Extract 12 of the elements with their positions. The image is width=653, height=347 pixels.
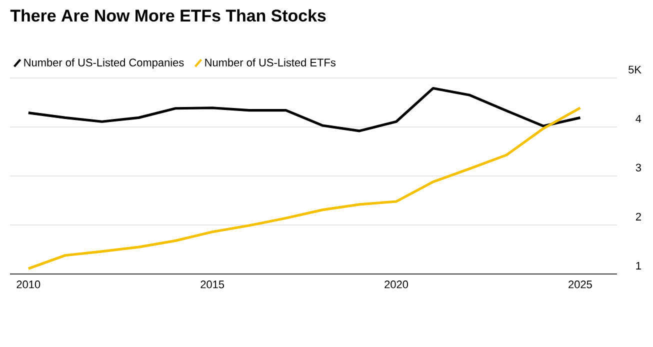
legend-label: Number of US-Listed Companies [24, 58, 184, 69]
x-tick-label: 2025 [568, 280, 592, 288]
chart-title: There Are Now More ETFs Than Stocks [10, 9, 326, 22]
x-tick-label: 2020 [384, 280, 408, 288]
y-tick-label: 2 [636, 212, 641, 220]
y-tick-label: 4 [636, 114, 642, 122]
y-tick-label: 1 [636, 262, 641, 270]
x-tick-label: 2015 [200, 280, 224, 288]
y-tick-label: 3 [636, 164, 641, 172]
x-tick-label: 2010 [16, 280, 40, 288]
legend-label: Number of US-Listed ETFs [205, 58, 336, 66]
y-tick-label: 5K [628, 66, 642, 74]
